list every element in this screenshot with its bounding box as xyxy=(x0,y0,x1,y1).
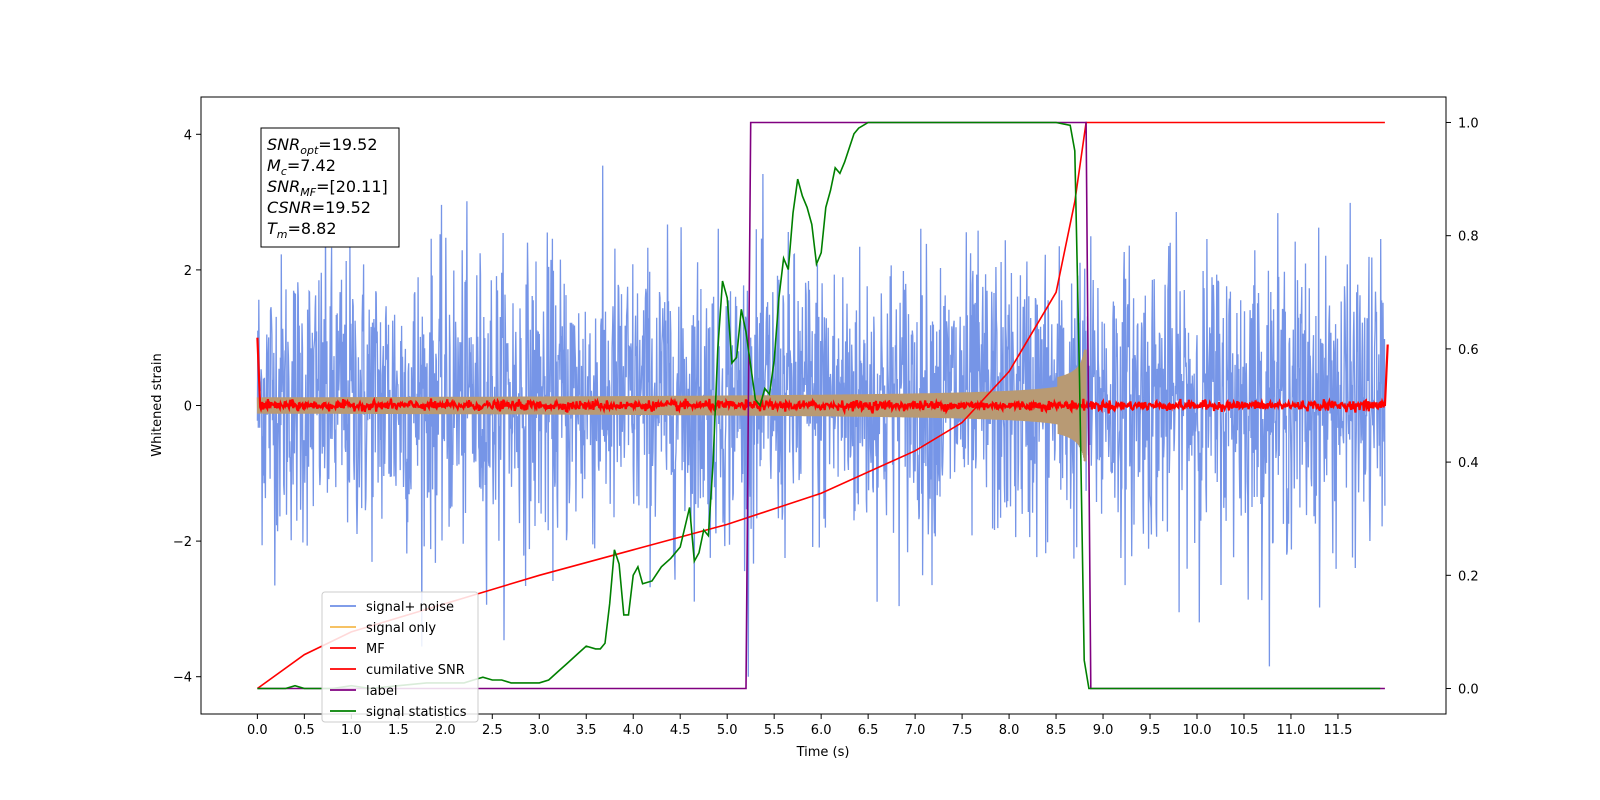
y-tick-label: −4 xyxy=(173,671,192,686)
legend-entry: label xyxy=(366,684,397,699)
y-tick-label: 0 xyxy=(184,400,192,415)
x-tick-label: 4.0 xyxy=(623,723,644,738)
x-tick-label: 5.5 xyxy=(764,723,785,738)
y2-tick-label: 0.4 xyxy=(1458,456,1479,471)
x-tick-label: 4.5 xyxy=(670,723,691,738)
x-tick-label: 2.0 xyxy=(435,723,456,738)
x-tick-label: 11.0 xyxy=(1276,723,1305,738)
series-signal-only xyxy=(256,349,1087,462)
x-tick-label: 3.0 xyxy=(529,723,550,738)
legend-entry: MF xyxy=(366,642,385,657)
stats-box-frame xyxy=(260,127,400,248)
x-tick-label: 1.0 xyxy=(341,723,362,738)
stats-annotation-box: SNRopt=19.52Mc=7.42SNRMF=[20.11]CSNR=19.… xyxy=(260,127,400,248)
x-tick-label: 0.5 xyxy=(294,723,315,738)
stats-line: SNRMF=[20.11] xyxy=(267,177,388,199)
stats-line: Tm=8.82 xyxy=(267,219,337,241)
legend-entry: signal+ noise xyxy=(366,600,454,615)
y2-tick-label: 1.0 xyxy=(1458,116,1479,131)
stats-line: SNRopt=19.52 xyxy=(267,135,378,157)
y-tick-label: −2 xyxy=(173,535,192,550)
y-axis-label: Whitened strain xyxy=(150,353,165,456)
legend: signal+ noise signal only MF cumilative SNR… xyxy=(321,591,479,723)
x-tick-label: 10.5 xyxy=(1230,723,1259,738)
series-signal-statistics xyxy=(257,121,1381,690)
x-tick-label: 5.0 xyxy=(717,723,738,738)
legend-frame xyxy=(321,591,479,723)
x-tick-label: 0.0 xyxy=(247,723,268,738)
x-tick-label: 10.0 xyxy=(1183,723,1212,738)
x-axis-label: Time (s) xyxy=(796,745,850,760)
y2-tick-label: 0.8 xyxy=(1458,230,1479,245)
stats-line: CSNR=19.52 xyxy=(267,198,371,217)
stats-line: Mc=7.42 xyxy=(267,156,336,178)
x-tick-label: 8.0 xyxy=(999,723,1020,738)
x-tick-label: 1.5 xyxy=(388,723,409,738)
y2-tick-label: 0.2 xyxy=(1458,569,1479,584)
y-tick-label: 2 xyxy=(184,264,192,279)
x-tick-label: 8.5 xyxy=(1046,723,1067,738)
x-tick-label: 6.0 xyxy=(811,723,832,738)
y2-tick-label: 0.6 xyxy=(1458,343,1479,358)
legend-entry: signal statistics xyxy=(366,705,467,720)
x-tick-label: 7.0 xyxy=(905,723,926,738)
legend-entry: signal only xyxy=(366,621,436,636)
x-tick-label: 7.5 xyxy=(952,723,973,738)
x-tick-label: 2.5 xyxy=(482,723,503,738)
x-tick-label: 6.5 xyxy=(858,723,879,738)
series-mf xyxy=(256,337,1389,416)
axes: 0.0 0.5 1.0 1.5 2.0 2.5 3.0 3.5 4.0 4.5 5.0 5.5 6.0 6… xyxy=(173,116,1479,738)
x-tick-label: 11.5 xyxy=(1323,723,1352,738)
y-tick-label: 4 xyxy=(184,128,192,143)
x-tick-label: 9.0 xyxy=(1093,723,1114,738)
y2-tick-label: 0.0 xyxy=(1458,683,1479,698)
x-tick-label: 3.5 xyxy=(576,723,597,738)
x-tick-label: 9.5 xyxy=(1140,723,1161,738)
legend-entry: cumilative SNR xyxy=(366,663,465,678)
